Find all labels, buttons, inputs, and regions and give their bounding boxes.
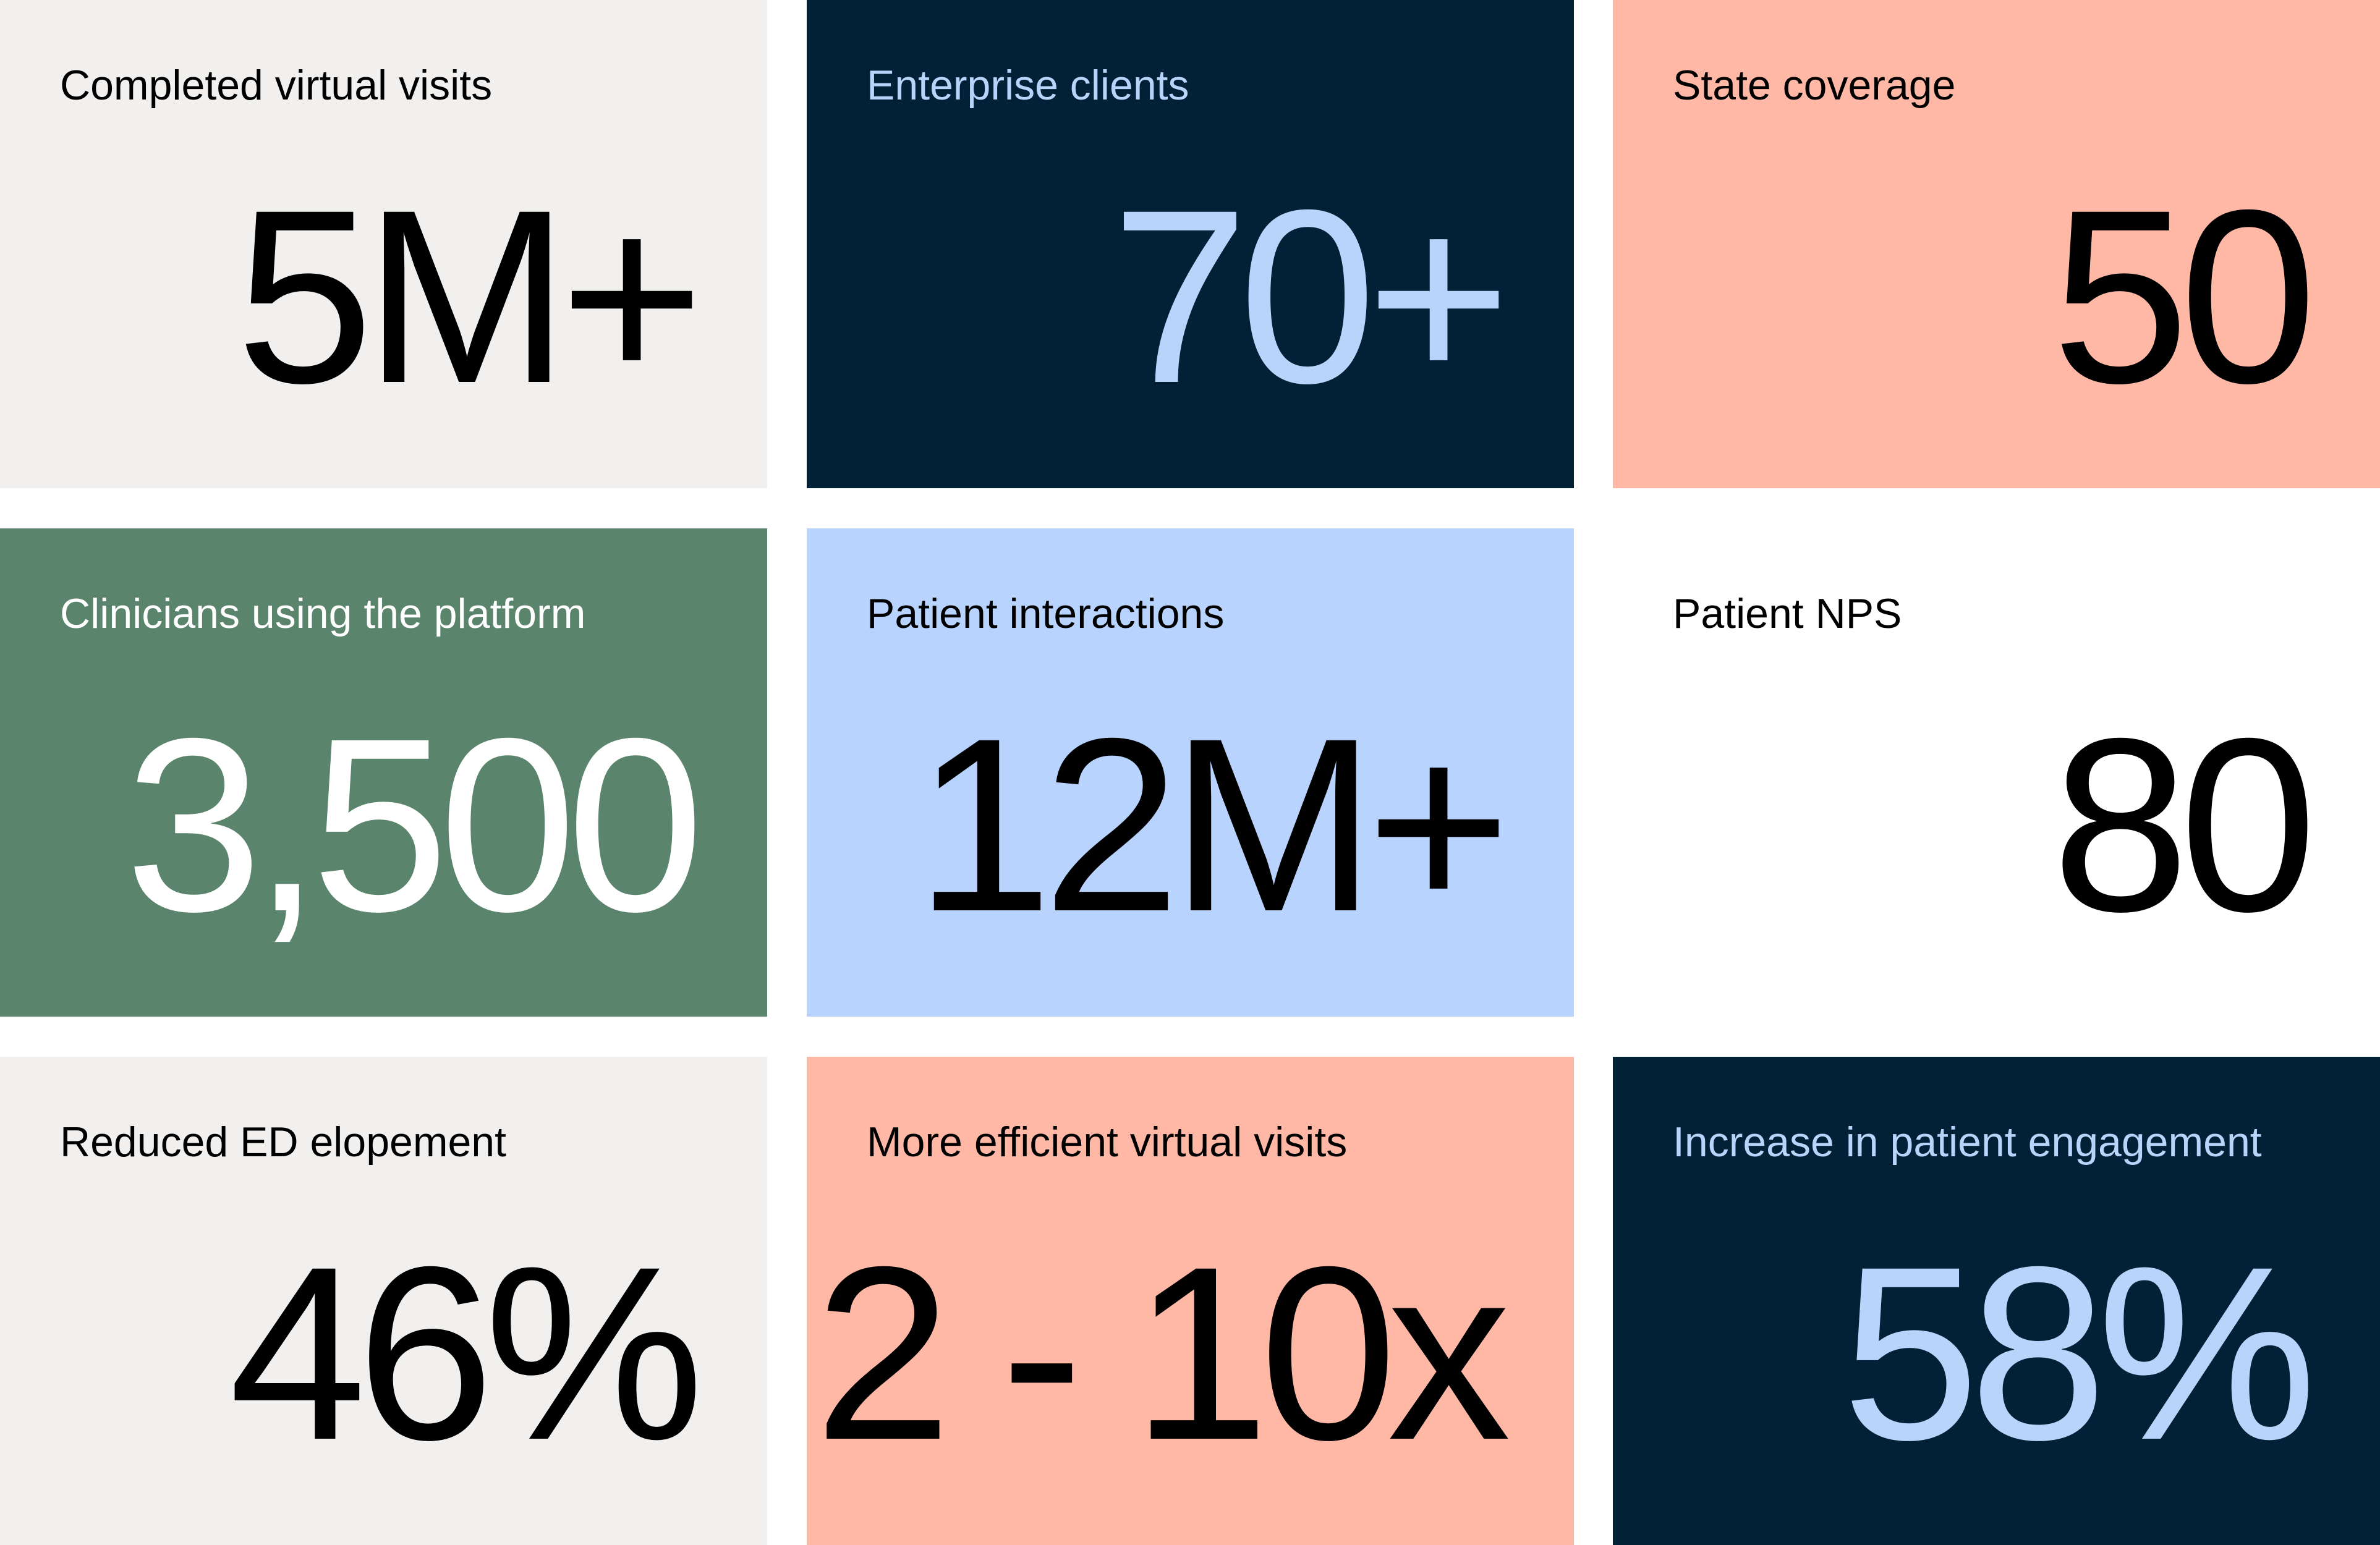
stat-label: State coverage	[1673, 62, 1956, 109]
stat-card-completed-virtual-visits: Completed virtual visits 5M+	[0, 0, 767, 488]
stat-value: 70+	[1111, 158, 1511, 434]
stat-card-patient-nps: Patient NPS 80	[1613, 528, 2380, 1017]
stat-card-patient-interactions: Patient interactions 12M+	[807, 528, 1574, 1017]
stat-value: 46%	[229, 1215, 704, 1491]
stat-label: Increase in patient engagement	[1673, 1119, 2262, 1166]
stat-card-enterprise-clients: Enterprise clients 70+	[807, 0, 1574, 488]
stat-value: 2 - 10x	[814, 1215, 1511, 1491]
stat-label: Enterprise clients	[867, 62, 1189, 109]
stat-card-efficient-virtual-visits: More efficient virtual visits 2 - 10x	[807, 1057, 1574, 1545]
stat-label: Reduced ED elopement	[60, 1119, 507, 1166]
stat-card-state-coverage: State coverage 50	[1613, 0, 2380, 488]
stat-value: 50	[2052, 158, 2317, 434]
stat-card-clinicians: Clinicians using the platform 3,500	[0, 528, 767, 1017]
stat-label: Patient NPS	[1673, 590, 1902, 637]
stat-value: 5M+	[236, 158, 704, 434]
stat-card-patient-engagement: Increase in patient engagement 58%	[1613, 1057, 2380, 1545]
stat-label: Clinicians using the platform	[60, 590, 586, 637]
stat-label: More efficient virtual visits	[867, 1119, 1348, 1166]
stat-value: 58%	[1842, 1215, 2317, 1491]
stat-card-reduced-ed-elopement: Reduced ED elopement 46%	[0, 1057, 767, 1545]
stat-value: 12M+	[915, 687, 1511, 963]
stat-label: Patient interactions	[867, 590, 1225, 637]
stat-label: Completed virtual visits	[60, 62, 493, 109]
stat-value: 80	[2052, 687, 2317, 963]
stat-value: 3,500	[125, 687, 704, 963]
